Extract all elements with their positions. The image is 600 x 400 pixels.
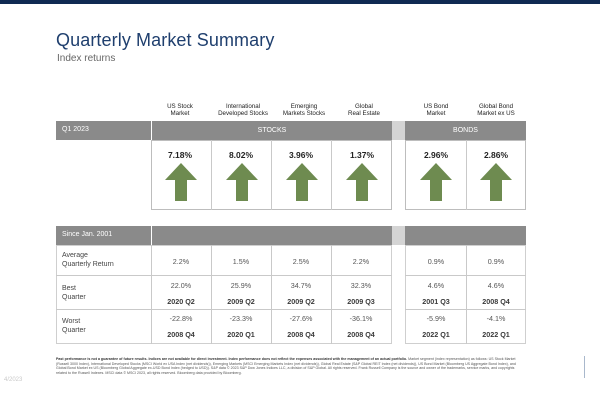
quarter-band-stocks: Q1 2023 STOCKS [56,121,392,140]
disclaimer: Past performance is not a guarantee of f… [56,357,524,375]
column-header-emerging-markets: Emerging Markets Stocks [282,103,326,118]
disclaimer-text: Market segment (index representation) as… [56,357,516,375]
table-cell-quarter: 2022 Q1 [422,330,450,339]
band-divider [151,226,152,245]
row-divider [56,275,392,276]
table-cell: 2.2% [172,257,190,266]
row-label-average: Average Quarterly Return [62,252,114,268]
table-cell: -36.1% [349,314,373,323]
table-cell-quarter: 2022 Q1 [482,330,510,339]
q1-return-global-bond: 2.86% [483,150,509,160]
column-header-us-stock: US Stock Market [167,103,193,118]
band-gap [392,121,405,140]
divider [331,140,332,210]
table-cell: 34.7% [290,281,312,290]
table-cell: 0.9% [427,257,445,266]
up-arrow-icon [226,163,258,201]
quarter-label: Q1 2023 [62,126,89,133]
q1-return-intl-developed: 8.02% [228,150,254,160]
column-header-global-bond: Global Bond Market ex US [477,103,515,118]
row-divider [56,309,392,310]
stocks-label: STOCKS [151,121,392,140]
table-cell: 32.3% [350,281,372,290]
table-cell: -22.8% [169,314,193,323]
column-header-us-bond: US Bond Market [423,103,449,118]
table-cell-quarter: 2008 Q4 [347,330,375,339]
divider [466,140,467,210]
table-cell: 22.0% [170,281,192,290]
column-header-global-real-estate: Global Real Estate [348,103,380,118]
q1-return-global-real-estate: 1.37% [349,150,375,160]
bonds-label: BONDS [453,127,478,134]
divider [151,245,152,344]
table-cell-quarter: 2008 Q4 [482,297,510,306]
table-cell-quarter: 2020 Q2 [167,297,195,306]
row-divider [405,309,526,310]
table-cell: -23.3% [229,314,253,323]
divider [211,245,212,344]
table-cell: 4.6% [487,281,505,290]
up-arrow-icon [480,163,512,201]
up-arrow-icon [286,163,318,201]
table-cell-quarter: 2009 Q2 [227,297,255,306]
since-label: Since Jan. 2001 [62,231,113,238]
column-header-intl-developed: International Developed Stocks [218,103,268,118]
q1-return-us-stock: 7.18% [167,150,193,160]
table-cell: 2.2% [352,257,370,266]
table-cell: 25.9% [230,281,252,290]
table-cell-quarter: 2001 Q3 [422,297,450,306]
since-band-bonds [405,226,526,245]
table-cell: 4.6% [427,281,445,290]
q1-return-emerging-markets: 3.96% [288,150,314,160]
up-arrow-icon [420,163,452,201]
page-subtitle: Index returns [57,53,116,64]
row-divider [405,275,526,276]
table-cell: -27.6% [289,314,313,323]
table-cell: 2.5% [292,257,310,266]
table-cell-quarter: 2008 Q4 [287,330,315,339]
divider [271,140,272,210]
disclaimer-bold: Past performance is not a guarantee of f… [56,357,408,361]
divider [331,245,332,344]
divider [211,140,212,210]
stats-table-bonds [405,245,526,344]
table-cell: 1.5% [232,257,250,266]
table-cell-quarter: 2009 Q3 [347,297,375,306]
since-band-stocks: Since Jan. 2001 [56,226,392,245]
divider [466,245,467,344]
slide-number: 4/2023 [4,377,23,383]
table-cell: -4.1% [486,314,506,323]
up-arrow-icon [346,163,378,201]
up-arrow-icon [165,163,197,201]
table-cell: 0.9% [487,257,505,266]
right-rule [584,356,585,378]
quarter-band-bonds: BONDS [405,121,526,140]
divider [271,245,272,344]
row-label-best: Best Quarter [62,285,86,301]
stats-table-stocks [56,245,392,344]
table-cell-quarter: 2020 Q1 [227,330,255,339]
table-cell-quarter: 2008 Q4 [167,330,195,339]
page-title: Quarterly Market Summary [56,30,275,50]
top-rule [0,0,600,4]
q1-return-us-bond: 2.96% [423,150,449,160]
row-label-worst: Worst Quarter [62,318,86,334]
table-cell-quarter: 2009 Q2 [287,297,315,306]
band-gap [392,226,405,245]
table-cell: -5.9% [426,314,446,323]
